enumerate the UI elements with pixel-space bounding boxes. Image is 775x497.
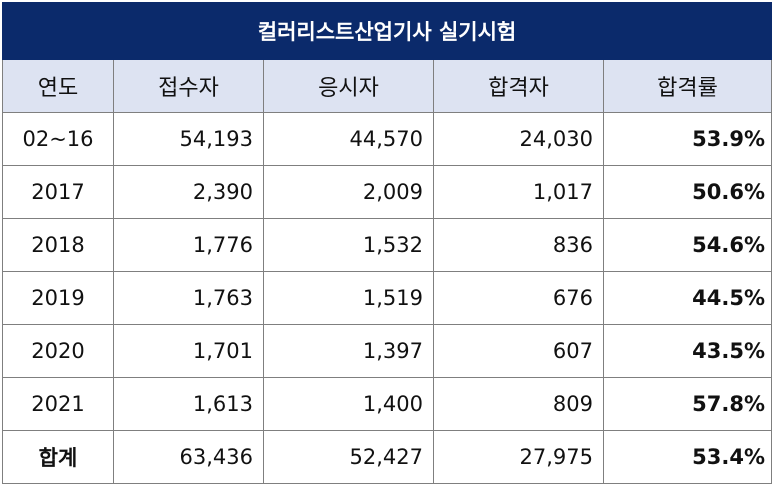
- cell-examinees: 1,519: [263, 271, 434, 325]
- table-row: 2020 1,701 1,397 607 43.5%: [2, 324, 773, 378]
- cell-year: 2020: [2, 324, 114, 378]
- cell-pass-rate: 54.6%: [602, 218, 773, 272]
- table-row: 02~16 54,193 44,570 24,030 53.9%: [2, 112, 773, 166]
- cell-applicants: 1,613: [113, 377, 264, 431]
- cell-examinees: 1,400: [263, 377, 434, 431]
- cell-year: 2019: [2, 271, 114, 325]
- table-title: 컬러리스트산업기사 실기시험: [1, 2, 773, 60]
- cell-passers: 24,030: [433, 112, 604, 166]
- cell-applicants: 1,776: [113, 218, 264, 272]
- cell-passers: 836: [433, 218, 604, 272]
- cell-pass-rate: 57.8%: [602, 377, 773, 431]
- total-row: 합계 63,436 52,427 27,975 53.4%: [2, 430, 773, 484]
- cell-applicants: 63,436: [113, 430, 264, 484]
- cell-pass-rate: 53.9%: [602, 112, 773, 166]
- table-row: 2021 1,613 1,400 809 57.8%: [2, 377, 773, 431]
- cell-passers: 27,975: [433, 430, 604, 484]
- cell-examinees: 2,009: [263, 165, 434, 219]
- column-header-applicants: 접수자: [113, 59, 264, 113]
- cell-year: 2021: [2, 377, 114, 431]
- cell-total-label: 합계: [2, 430, 114, 484]
- column-header-passers: 합격자: [433, 59, 604, 113]
- exam-stats-table: 컬러리스트산업기사 실기시험 연도 접수자 응시자 합격자 합격률 02~16 …: [1, 2, 773, 484]
- exam-stats-table-container: 컬러리스트산업기사 실기시험 연도 접수자 응시자 합격자 합격률 02~16 …: [1, 2, 773, 484]
- cell-passers: 809: [433, 377, 604, 431]
- cell-examinees: 1,532: [263, 218, 434, 272]
- cell-passers: 607: [433, 324, 604, 378]
- cell-passers: 1,017: [433, 165, 604, 219]
- column-header-year: 연도: [2, 59, 114, 113]
- cell-examinees: 1,397: [263, 324, 434, 378]
- table-row: 2018 1,776 1,532 836 54.6%: [2, 218, 773, 272]
- cell-year: 2017: [2, 165, 114, 219]
- cell-examinees: 44,570: [263, 112, 434, 166]
- cell-pass-rate: 50.6%: [602, 165, 773, 219]
- column-header-pass-rate: 합격률: [602, 59, 773, 113]
- cell-applicants: 1,763: [113, 271, 264, 325]
- cell-applicants: 2,390: [113, 165, 264, 219]
- header-row: 연도 접수자 응시자 합격자 합격률: [2, 59, 773, 113]
- cell-applicants: 54,193: [113, 112, 264, 166]
- cell-applicants: 1,701: [113, 324, 264, 378]
- table-row: 2017 2,390 2,009 1,017 50.6%: [2, 165, 773, 219]
- column-header-examinees: 응시자: [263, 59, 434, 113]
- table-row: 2019 1,763 1,519 676 44.5%: [2, 271, 773, 325]
- cell-examinees: 52,427: [263, 430, 434, 484]
- cell-pass-rate: 44.5%: [602, 271, 773, 325]
- cell-passers: 676: [433, 271, 604, 325]
- cell-year: 2018: [2, 218, 114, 272]
- cell-pass-rate: 43.5%: [602, 324, 773, 378]
- cell-pass-rate: 53.4%: [602, 430, 773, 484]
- cell-year: 02~16: [2, 112, 114, 166]
